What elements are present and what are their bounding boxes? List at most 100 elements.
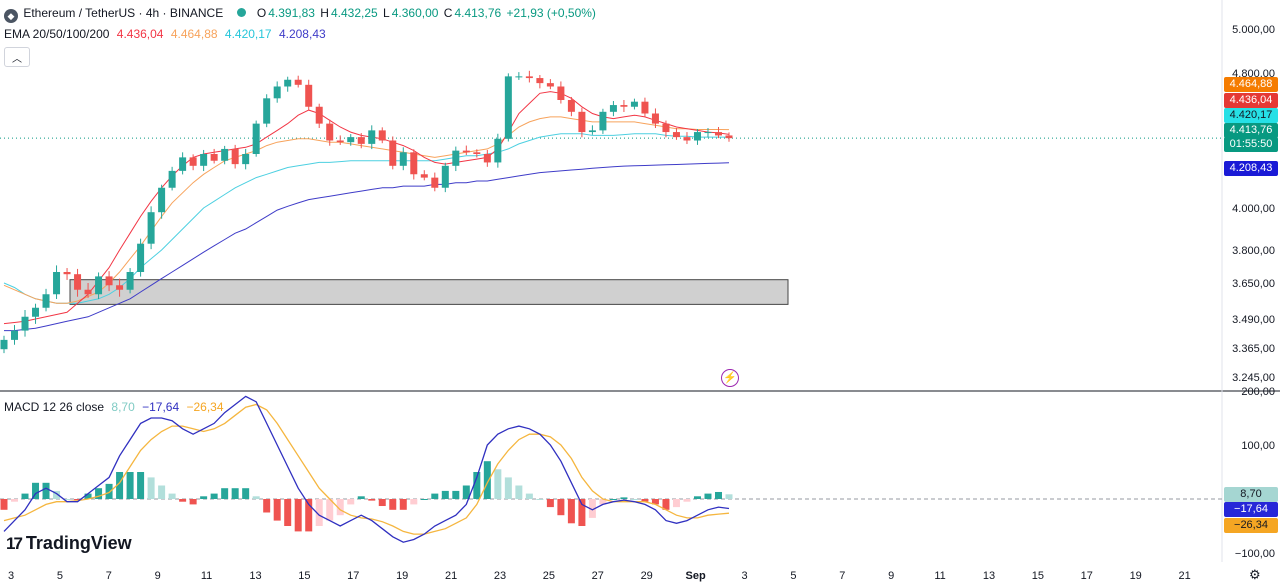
candle-body	[452, 150, 460, 166]
macd-histogram-bar	[452, 490, 460, 499]
collapse-legend-button[interactable]: ︿	[4, 47, 30, 67]
candle-body	[326, 123, 334, 141]
time-axis-tick: 19	[1130, 570, 1142, 582]
candles-group	[0, 70, 733, 354]
ema50-line	[3, 116, 730, 304]
ema-legend-label: EMA 20/50/100/200	[4, 27, 110, 41]
candle-body	[662, 123, 670, 133]
gear-icon[interactable]: ⚙	[1249, 567, 1261, 582]
ema20-value: 4.436,04	[116, 27, 164, 41]
macd-histogram-bar	[357, 496, 365, 499]
candle-body	[368, 130, 376, 144]
open-value: 4.391,83	[268, 6, 315, 20]
macd-histogram-bar	[599, 499, 607, 505]
symbol-legend: ◆ Ethereum / TetherUS · 4h · BINANCE O 4.…	[4, 6, 598, 23]
open-label: O	[256, 6, 267, 20]
candle-body	[483, 154, 491, 163]
ema100-badge: 4.420,17	[1224, 108, 1278, 123]
macd-histogram-bar	[609, 499, 617, 500]
candle-body	[294, 79, 302, 85]
candle-body	[462, 150, 470, 153]
tradingview-logo-icon: 17	[6, 533, 23, 553]
macd-histogram-bar	[494, 469, 502, 499]
macd-histogram-bar	[483, 461, 491, 499]
macd-histogram-bar	[273, 499, 281, 521]
candle-body	[95, 276, 103, 295]
candle-body	[137, 243, 145, 272]
macd-histogram-bar	[630, 499, 638, 500]
time-axis-tick: 23	[494, 570, 506, 582]
ema100-line	[3, 133, 729, 304]
candle-body	[158, 187, 166, 213]
macd-histogram-bar	[95, 488, 103, 499]
candle-body	[347, 137, 355, 143]
macd-histogram-bar	[11, 499, 19, 502]
macd-legend-label: MACD 12 26 close	[4, 400, 105, 414]
ema50-badge: 4.464,88	[1224, 77, 1278, 92]
candle-body	[63, 272, 71, 275]
candle-body	[168, 170, 176, 188]
time-axis-tick: 15	[298, 570, 310, 582]
macd-histogram-bar	[347, 499, 355, 505]
lightning-icon[interactable]: ⚡	[721, 369, 739, 387]
macd-histogram-bar	[42, 482, 50, 499]
macd-histogram-bar	[126, 472, 134, 499]
candle-body	[32, 307, 40, 317]
candle-body	[357, 137, 365, 144]
price-axis-tick: 3.650,00	[1232, 278, 1275, 290]
candle-body	[641, 101, 649, 114]
macd-histogram-bar	[557, 499, 565, 516]
ema-legend[interactable]: EMA 20/50/100/200 4.436,04 4.464,88 4.42…	[4, 27, 326, 41]
macd-signal-value: −26,34	[186, 400, 224, 414]
candle-body	[53, 272, 61, 295]
candle-body	[189, 157, 197, 166]
ema200-line	[4, 162, 730, 332]
macd-histogram-bar	[32, 482, 40, 499]
macd-histogram-bar	[147, 477, 155, 499]
time-axis-tick: 3	[741, 570, 747, 582]
tradingview-logo[interactable]: 17 TradingView	[6, 533, 132, 554]
close-label: C	[443, 6, 453, 20]
macd-axis-tick: 100,00	[1241, 440, 1275, 452]
candle-body	[305, 84, 313, 107]
macd-histogram-bar	[210, 493, 218, 499]
macd-histogram-bar	[137, 472, 145, 499]
candle-body	[336, 140, 344, 143]
macd-histogram-bar	[105, 483, 113, 499]
macd-legend[interactable]: MACD 12 26 close 8,70 −17,64 −26,34	[4, 400, 224, 414]
macd-histogram-bar	[326, 499, 334, 521]
candle-body	[714, 132, 722, 136]
candle-body	[11, 330, 19, 340]
candle-body	[609, 105, 617, 112]
candle-body	[578, 111, 586, 133]
candle-body	[557, 86, 565, 100]
macd-histogram-bar	[462, 485, 470, 499]
macd-histogram-bar	[116, 472, 124, 499]
candle-body	[515, 76, 523, 78]
price-axis-tick: 3.365,00	[1232, 343, 1275, 355]
time-axis-tick: 7	[839, 570, 845, 582]
macd-line-value: −17,64	[142, 400, 180, 414]
time-axis-tick: 21	[445, 570, 457, 582]
time-axis-tick: 27	[592, 570, 604, 582]
candle-body	[683, 137, 691, 141]
macd-histogram-bar	[693, 496, 701, 499]
candle-body	[263, 98, 271, 124]
price-axis-tick: 3.490,00	[1232, 314, 1275, 326]
time-axis-tick: 3	[8, 570, 14, 582]
macd-histogram-bar	[473, 472, 481, 499]
macd-histogram-bar	[515, 485, 523, 499]
candle-body	[200, 154, 208, 166]
time-axis-tick: 5	[790, 570, 796, 582]
candle-body	[588, 130, 596, 133]
macd-histogram-bar	[168, 493, 176, 499]
candle-body	[389, 140, 397, 166]
candle-body	[473, 152, 481, 154]
candle-body	[431, 177, 439, 188]
ema20-line	[3, 91, 730, 325]
time-axis-tick: 11	[934, 570, 945, 582]
symbol-title[interactable]: Ethereum / TetherUS · 4h · BINANCE	[23, 6, 224, 20]
candle-body	[210, 154, 218, 161]
candle-body	[693, 132, 701, 141]
